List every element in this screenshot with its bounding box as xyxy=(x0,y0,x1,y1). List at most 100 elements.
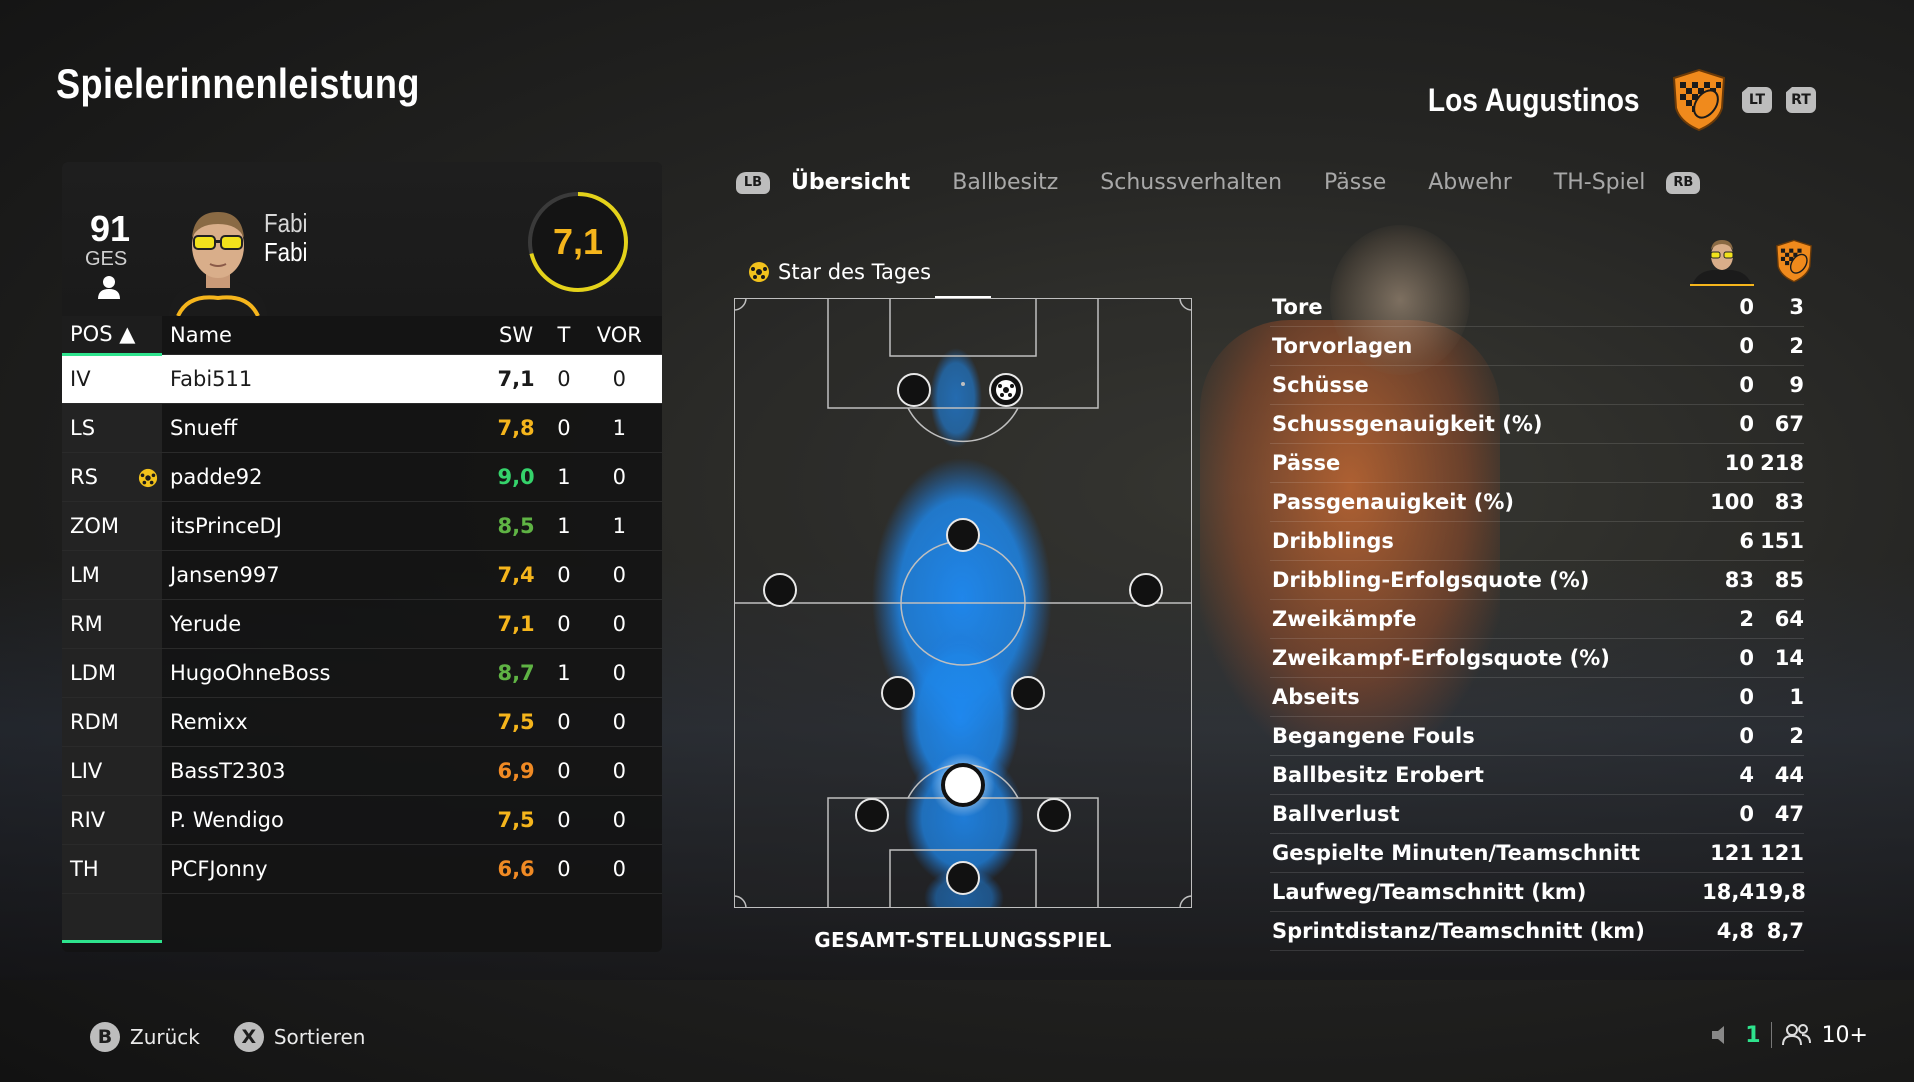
player-rating-text: 8,7 xyxy=(497,660,535,685)
player-assists: 1 xyxy=(576,402,662,452)
stat-player-value: 0 xyxy=(1739,334,1754,358)
stat-row: Passgenauigkeit (%) 100 83 xyxy=(1270,483,1804,522)
stat-player-value: 0 xyxy=(1739,412,1754,436)
tab-passe[interactable]: Pässe xyxy=(1324,170,1387,195)
footer-controls: B Zurück X Sortieren xyxy=(90,1022,383,1052)
player-name-text: HugoOhneBoss xyxy=(170,660,331,685)
sort-label: Sortieren xyxy=(273,1025,366,1049)
stat-team-value: 83 xyxy=(1774,490,1804,514)
stat-row: Torvorlagen 0 2 xyxy=(1270,327,1804,366)
back-control[interactable]: B Zurück xyxy=(90,1022,200,1052)
stat-player-value: 4 xyxy=(1739,763,1754,787)
player-position-text: RIV xyxy=(70,807,106,832)
stat-label: Ballverlust xyxy=(1272,802,1400,826)
player-goals-text: 0 xyxy=(557,758,571,783)
stat-label: Zweikämpfe xyxy=(1272,607,1417,631)
player-name: Jansen997 xyxy=(162,549,481,599)
tab-abwehr[interactable]: Abwehr xyxy=(1428,170,1512,195)
player-assists: 0 xyxy=(576,647,662,697)
player-assists: 0 xyxy=(576,843,662,893)
tab-ubersicht[interactable]: Übersicht xyxy=(791,170,911,195)
stat-row: Ballverlust 0 47 xyxy=(1270,795,1804,834)
back-label: Zurück xyxy=(130,1025,200,1049)
player-last-name: Fabi xyxy=(264,237,308,267)
table-row[interactable]: LM Jansen997 7,4 0 0 xyxy=(62,549,662,599)
empty-cell xyxy=(62,892,162,942)
stat-row: Abseits 0 1 xyxy=(1270,678,1804,717)
lb-button[interactable]: LB xyxy=(736,171,770,194)
stat-team-value: 151 xyxy=(1760,529,1804,553)
player-name: padde92 xyxy=(162,451,481,501)
stat-label: Laufweg/Teamschnitt (km) xyxy=(1272,880,1587,904)
stat-team-value: 1 xyxy=(1789,685,1804,709)
x-button-icon: X xyxy=(233,1022,264,1052)
sort-control[interactable]: X Sortieren xyxy=(233,1022,366,1052)
player-assists: 0 xyxy=(576,745,662,795)
lt-button[interactable]: LT xyxy=(1742,87,1772,113)
stat-team-value: 67 xyxy=(1774,412,1804,436)
star-player-marker xyxy=(989,373,1023,407)
tab-th-spiel[interactable]: TH-Spiel xyxy=(1553,170,1646,195)
player-name-text: Jansen997 xyxy=(170,562,280,587)
player-goals-text: 0 xyxy=(557,709,571,734)
stat-label: Dribbling-Erfolgsquote (%) xyxy=(1272,568,1590,592)
stat-player-value: 0 xyxy=(1739,646,1754,670)
player-rating: 6,6 xyxy=(480,843,552,893)
star-of-the-day: Star des Tages xyxy=(748,260,931,284)
list-bottom-indicator xyxy=(62,940,162,943)
column-header-sw[interactable]: SW xyxy=(480,316,552,354)
stat-label: Zweikampf-Erfolgsquote (%) xyxy=(1272,646,1610,670)
table-row[interactable]: LDM HugoOhneBoss 8,7 1 0 xyxy=(62,647,662,697)
player-position-text: TH xyxy=(70,856,99,881)
tab-schussverhalten[interactable]: Schussverhalten xyxy=(1100,170,1283,195)
column-header-vor[interactable]: VOR xyxy=(576,316,662,354)
empty-cell xyxy=(480,892,552,942)
player-rating-text: 7,1 xyxy=(497,366,535,391)
table-row[interactable]: RIV P. Wendigo 7,5 0 0 xyxy=(62,794,662,844)
stat-team-value: 14 xyxy=(1774,646,1804,670)
player-goals: 1 xyxy=(551,500,577,550)
player-rating: 8,5 xyxy=(480,500,552,550)
player-markers xyxy=(763,373,1163,895)
table-row[interactable]: LIV BassT2303 6,9 0 0 xyxy=(62,745,662,795)
player-assists: 0 xyxy=(576,451,662,501)
player-assists-text: 0 xyxy=(612,660,626,685)
player-rating: 7,4 xyxy=(480,549,552,599)
player-assists-text: 0 xyxy=(612,709,626,734)
stat-label: Abseits xyxy=(1272,685,1360,709)
stat-label: Gespielte Minuten/Teamschnitt xyxy=(1272,841,1641,865)
tab-ballbesitz[interactable]: Ballbesitz xyxy=(952,170,1059,195)
table-row[interactable]: TH PCFJonny 6,6 0 0 xyxy=(62,843,662,893)
rt-button[interactable]: RT xyxy=(1786,87,1816,113)
column-header-name[interactable]: Name xyxy=(162,316,481,354)
player-assists: 0 xyxy=(576,549,662,599)
player-goals: 0 xyxy=(551,745,577,795)
selected-player-marker xyxy=(931,753,995,817)
column-header-pos[interactable]: POS ▲ xyxy=(62,316,162,356)
stat-row: Ballbesitz Erobert 4 44 xyxy=(1270,756,1804,795)
rating-ring xyxy=(528,192,628,292)
table-row[interactable]: RDM Remixx 7,5 0 0 xyxy=(62,696,662,746)
rb-button[interactable]: RB xyxy=(1666,171,1701,194)
stat-row: Zweikampf-Erfolgsquote (%) 0 14 xyxy=(1270,639,1804,678)
stat-team-value: 8,7 xyxy=(1766,919,1804,943)
stat-row: Dribbling-Erfolgsquote (%) 83 85 xyxy=(1270,561,1804,600)
player-goals: 0 xyxy=(551,794,577,844)
player-assists-text: 0 xyxy=(612,464,626,489)
player-assists: 0 xyxy=(576,794,662,844)
player-position: RM xyxy=(62,598,162,648)
player-name: Fabi511 xyxy=(162,353,481,403)
stat-label: Sprintdistanz/Teamschnitt (km) xyxy=(1272,919,1645,943)
table-row[interactable]: ZOM itsPrinceDJ 8,5 1 1 xyxy=(62,500,662,550)
player-goals-text: 1 xyxy=(557,513,571,538)
team-header: Los Augustinos LT RT xyxy=(1399,68,1816,132)
star-of-the-day-label: Star des Tages xyxy=(778,260,932,284)
table-row[interactable]: LS Snueff 7,8 0 1 xyxy=(62,402,662,452)
player-position: RIV xyxy=(62,794,162,844)
overall-label: GES xyxy=(85,248,128,270)
table-row[interactable]: IV Fabi511 7,1 0 0 xyxy=(62,353,662,403)
table-row[interactable]: RS padde92 9,0 1 0 xyxy=(62,451,662,501)
table-row[interactable]: RM Yerude 7,1 0 0 xyxy=(62,598,662,648)
column-header-t[interactable]: T xyxy=(551,316,577,354)
match-rating: 7,1 xyxy=(552,221,604,262)
